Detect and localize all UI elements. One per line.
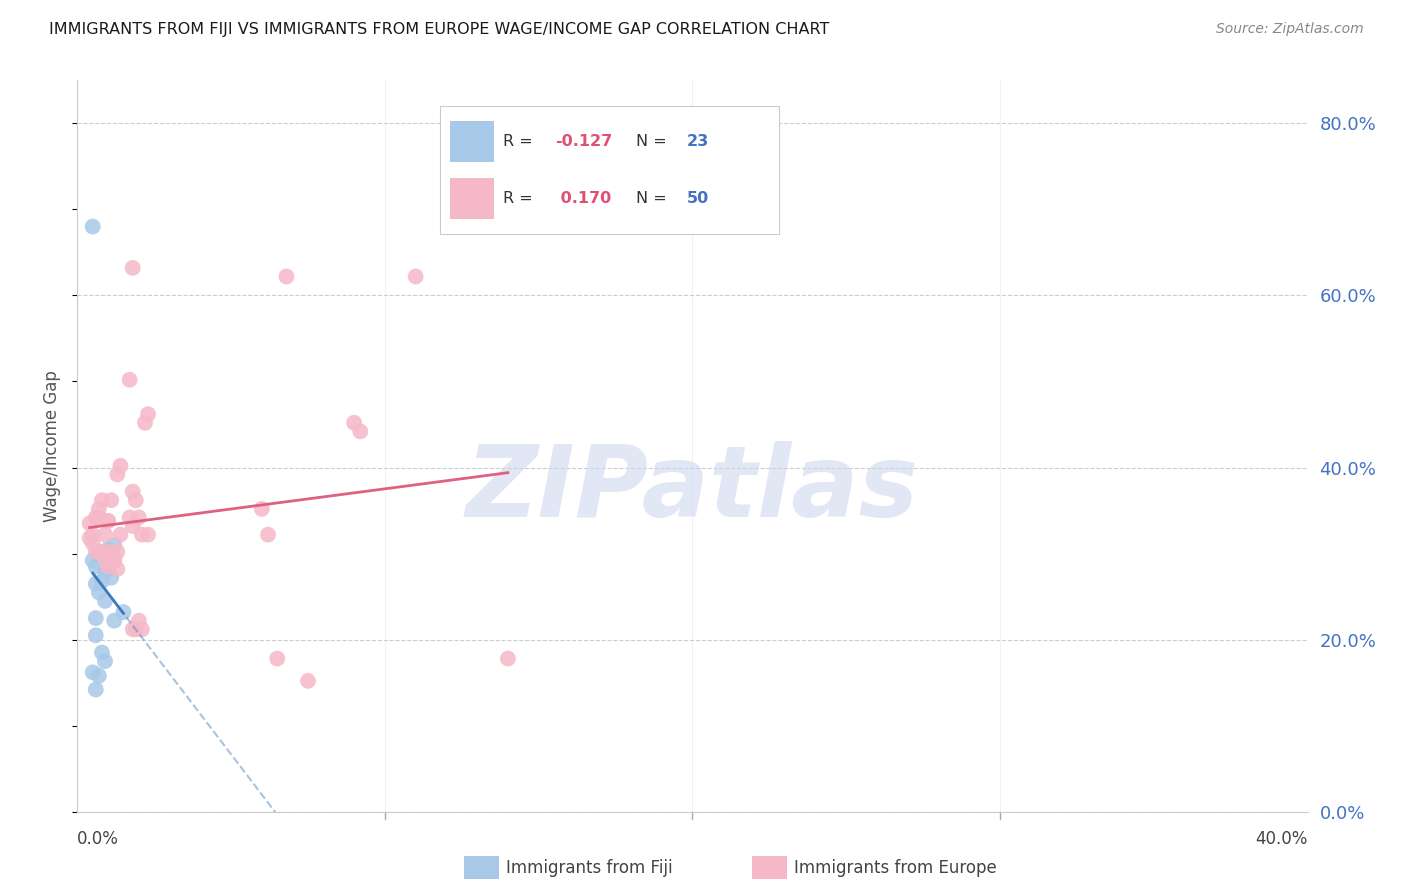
Point [97,542,120,557]
Point [90,550,114,565]
Point [82,536,104,550]
Point [82,527,104,541]
Point [250,501,273,516]
Point [125,493,148,508]
Point [87,501,110,516]
Point [103,553,125,567]
Point [97,562,120,576]
Y-axis label: Wage/Income Gap: Wage/Income Gap [44,370,62,522]
Text: Immigrants from Europe: Immigrants from Europe [794,859,997,877]
Point [100,571,122,585]
Point [121,484,143,499]
Point [343,416,366,430]
Point [94,564,117,578]
Text: 0.0%: 0.0% [77,830,120,848]
Point [82,665,104,680]
Point [84,510,107,524]
Point [87,547,110,561]
Point [84,682,107,697]
Point [100,553,122,567]
Point [79,516,101,531]
Point [97,559,120,574]
Point [84,628,107,642]
Point [496,651,519,665]
Point [94,654,117,668]
Point [118,510,141,524]
Point [103,553,125,567]
Point [94,527,117,541]
Point [110,527,132,541]
Point [87,585,110,599]
Point [100,545,122,559]
Text: Immigrants from Fiji: Immigrants from Fiji [506,859,673,877]
Text: IMMIGRANTS FROM FIJI VS IMMIGRANTS FROM EUROPE WAGE/INCOME GAP CORRELATION CHART: IMMIGRANTS FROM FIJI VS IMMIGRANTS FROM … [49,22,830,37]
Point [97,514,120,528]
Point [121,622,143,636]
Point [349,425,371,439]
Point [82,553,104,567]
Point [90,646,114,660]
Point [84,576,107,591]
Point [105,467,128,482]
Point [87,669,110,683]
Text: Source: ZipAtlas.com: Source: ZipAtlas.com [1216,22,1364,37]
Point [112,605,135,619]
Point [266,651,288,665]
Point [121,519,143,533]
Point [103,538,125,552]
Point [405,269,427,284]
Point [131,622,153,636]
Point [134,416,156,430]
Point [94,594,117,608]
Point [110,458,132,473]
Point [79,531,101,545]
Point [87,510,110,524]
Point [125,622,148,636]
Text: 40.0%: 40.0% [1256,830,1308,848]
Point [100,493,122,508]
Point [131,527,153,541]
Point [105,545,128,559]
Point [128,510,150,524]
Point [136,527,159,541]
Text: ZIPatlas: ZIPatlas [465,442,920,539]
Point [105,562,128,576]
Point [121,260,143,275]
Point [97,514,120,528]
Point [128,614,150,628]
Point [276,269,298,284]
Point [297,673,319,688]
Point [84,559,107,574]
Point [90,574,114,588]
Point [257,527,280,541]
Point [84,611,107,625]
Point [90,545,114,559]
Point [90,493,114,508]
Point [82,219,104,234]
Point [103,614,125,628]
Point [84,545,107,559]
Point [90,545,114,559]
Point [118,373,141,387]
Point [94,553,117,567]
Point [136,407,159,421]
